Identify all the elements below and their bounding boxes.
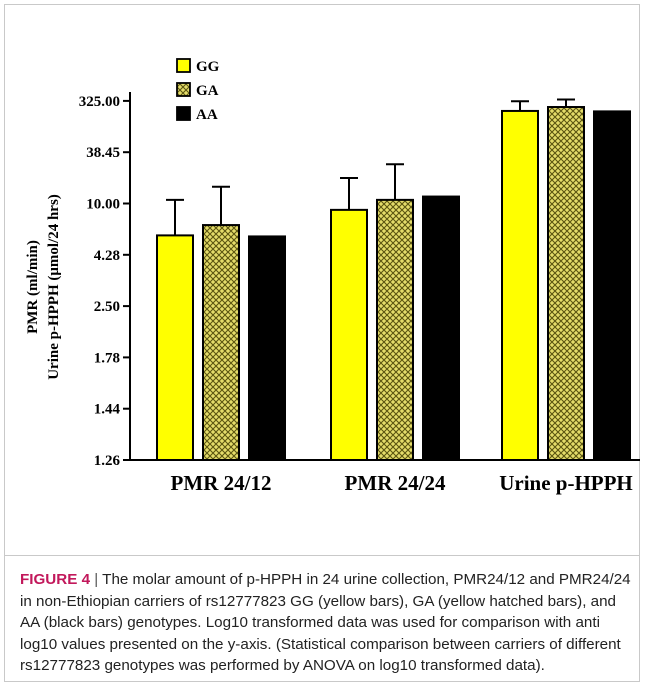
caption-separator: | — [90, 571, 103, 588]
legend-swatch-ga — [176, 82, 191, 97]
caption-divider — [4, 555, 640, 556]
legend-swatch-aa — [176, 106, 191, 121]
x-category-label: Urine p-HPPH — [499, 471, 633, 495]
bar-ga — [547, 106, 585, 461]
bar-aa — [248, 235, 286, 461]
figure-caption: FIGURE 4 | The molar amount of p-HPPH in… — [20, 569, 632, 677]
legend-swatch-gg — [176, 58, 191, 73]
figure-label: FIGURE 4 — [20, 571, 91, 588]
bar-series — [156, 106, 631, 462]
legend-label-ga: GA — [196, 83, 219, 99]
x-category-label: PMR 24/24 — [345, 471, 446, 495]
y-axis-ticks: 1.26 1.44 1.78 2.50 4.28 10.00 38.45 325.00 — [79, 94, 130, 469]
bar-gg — [501, 109, 539, 462]
x-axis-category-labels: PMR 24/12 PMR 24/24 Urine p-HPPH — [171, 471, 633, 495]
y-tick-label: 1.26 — [94, 453, 121, 469]
bar-ga — [376, 198, 414, 461]
y-axis-label: PMR (ml/min) Urine p-HPPH (μmol/24 hrs) — [25, 194, 62, 380]
y-axis-label-line-2: Urine p-HPPH (μmol/24 hrs) — [46, 194, 62, 380]
bar-ga — [202, 224, 240, 461]
y-tick-label: 325.00 — [79, 94, 120, 110]
x-category-label: PMR 24/12 — [171, 471, 272, 495]
y-tick-label: 4.28 — [94, 248, 120, 264]
error-bars — [166, 98, 575, 236]
caption-text: The molar amount of p-HPPH in 24 urine c… — [20, 571, 631, 674]
legend: GG GA AA — [176, 58, 220, 123]
y-tick-label: 10.00 — [86, 197, 120, 213]
y-tick-label: 2.50 — [94, 299, 120, 315]
legend-label-gg: GG — [196, 59, 220, 75]
bar-aa — [422, 195, 460, 461]
y-axis-label-line-1: PMR (ml/min) — [25, 240, 41, 334]
bar-aa — [593, 110, 631, 461]
y-tick-label: 38.45 — [86, 145, 120, 161]
bar-gg — [156, 234, 194, 461]
y-tick-label: 1.78 — [94, 350, 120, 366]
bar-chart: PMR (ml/min) Urine p-HPPH (μmol/24 hrs) … — [25, 58, 640, 495]
y-tick-label: 1.44 — [94, 402, 121, 418]
bar-gg — [330, 208, 368, 461]
legend-label-aa: AA — [196, 107, 218, 123]
